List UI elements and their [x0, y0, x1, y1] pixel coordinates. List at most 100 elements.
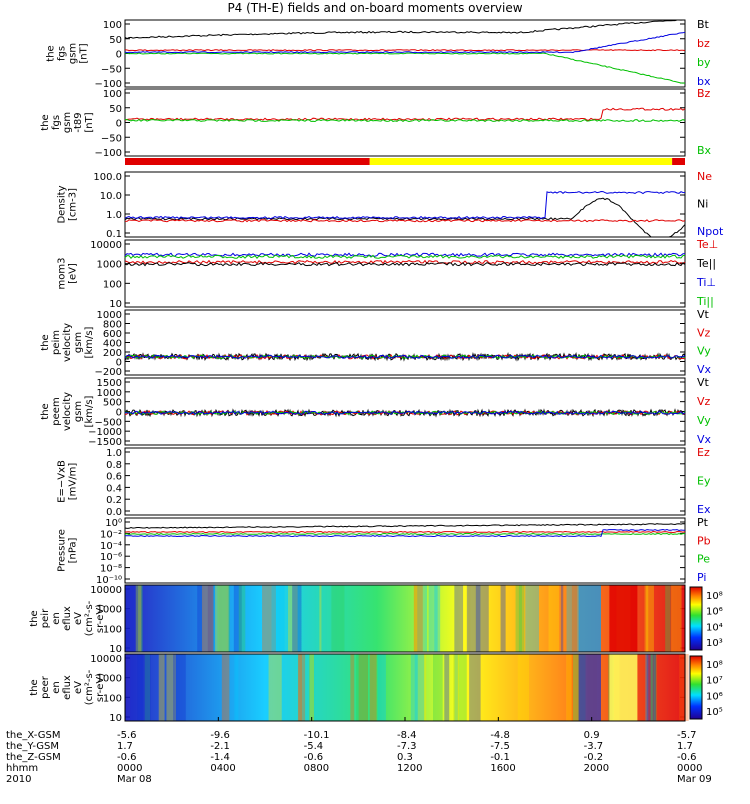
series-by [124, 52, 686, 84]
legend-te: Te|| [696, 257, 716, 270]
ytick-label: −50 [101, 64, 122, 75]
legend-vt: Vt [697, 308, 710, 321]
legend-pb: Pb [697, 534, 711, 547]
ytick-label: 0.4 [106, 483, 122, 494]
legend-ti: Ti|| [696, 295, 714, 308]
spectrogram-band [234, 654, 239, 721]
spectrogram-band [137, 654, 151, 721]
xtick-label: -0.6 [117, 752, 137, 763]
panel-frame [124, 88, 686, 157]
xtick-label: 0.9 [584, 730, 600, 741]
spectrogram-band [298, 654, 306, 721]
ytick-label: 10⁻⁸ [100, 564, 122, 575]
spectrogram-band [566, 654, 572, 721]
spectrogram-band [350, 654, 355, 721]
ylabel-line: fgs [57, 46, 68, 61]
panel-frame [124, 171, 686, 238]
ytick-label: −50 [101, 133, 122, 144]
ytick-label: 50 [109, 35, 122, 46]
xtick-label: -10.1 [304, 730, 330, 741]
legend-vy: Vy [697, 414, 711, 427]
panel-frame [124, 517, 686, 584]
ytick-label: 0.0 [106, 507, 122, 518]
ytick-label: 10⁻¹⁰ [96, 575, 122, 586]
panel-3: 100.0 10.0 1.0 0.1 Density [cm-3] Ne Ni Npot [57, 170, 724, 240]
xtick-label: 0000 [117, 763, 142, 774]
xtick-label: -4.8 [490, 730, 510, 741]
colorbar-tick-label: 10⁷ [706, 676, 723, 687]
ytick-label: 100 [103, 624, 122, 635]
series-vx [124, 354, 686, 359]
xtick-label: -0.6 [677, 752, 697, 763]
ylabel-line: [nT] [79, 43, 90, 63]
legend-ey: Ey [697, 475, 711, 488]
colorbar-tick-label: 10⁶ [706, 607, 723, 618]
spectrogram-band [475, 585, 489, 652]
spectrogram-band [679, 654, 689, 721]
ytick-label: 10 [109, 299, 122, 310]
ytick-label: 100 [103, 89, 122, 100]
ylabel-line: the [40, 114, 51, 130]
xtick-label: -2.1 [210, 741, 230, 752]
spectrogram-band [158, 654, 165, 721]
spectrogram-band [671, 585, 682, 652]
spectrogram-band [238, 585, 246, 652]
xtick-label: -9.6 [210, 730, 230, 741]
ylabel-line: Density [57, 185, 68, 223]
ytick-label: 800 [103, 320, 122, 331]
spectrogram-band [560, 585, 564, 652]
xtick-label: -0.6 [304, 752, 324, 763]
ytick-label: 10⁻⁴ [100, 541, 122, 552]
spectrogram-band [215, 585, 229, 652]
ylabel-line: -t89 [73, 112, 84, 132]
spectrogram-band [548, 585, 559, 652]
ylabel-line: eV [73, 681, 84, 694]
spectrogram-band [413, 585, 425, 652]
legend-bz: bz [697, 37, 710, 50]
ylabel-line: peir [40, 608, 51, 628]
ylabel-line: mom3 [57, 258, 68, 290]
spectrogram-band [517, 654, 529, 721]
ylabel-line: Pressure [57, 529, 68, 572]
spectrogram-band [271, 585, 285, 652]
spectrogram-band [414, 654, 418, 721]
ylabel-line: peim [51, 330, 62, 355]
spectrogram-band [144, 654, 151, 721]
ytick-label: 10000 [90, 240, 122, 251]
xtick-label: -5.4 [304, 741, 324, 752]
legend-ez: Ez [697, 446, 710, 459]
spectrogram-band [173, 654, 186, 721]
ytick-label: 0 [116, 408, 122, 419]
spectrogram-band [288, 585, 298, 652]
panel-9: 10000 1000 100 10 the peir en eflux eV (cm²-s-sr-… [29, 584, 723, 655]
xaxis-row-label: the_Y-GSM [6, 741, 59, 752]
xtick-label: 1.7 [677, 741, 693, 752]
ylabel-line: the [29, 610, 40, 626]
ylabel-line: the [29, 679, 40, 695]
spectrogram-band [221, 654, 230, 721]
ylabel-line: [km/s] [84, 395, 95, 427]
ylabel-line: (cm²-s- [84, 669, 95, 705]
spectrogram-band [515, 585, 522, 652]
ylabel-line: (cm²-s- [84, 600, 95, 636]
ylabel-line: [mV/m] [68, 463, 79, 501]
ytick-label: 1000 [97, 310, 122, 321]
ytick-label: 600 [103, 329, 122, 340]
legend-vy: Vy [697, 345, 711, 358]
ytick-label: 10.0 [100, 191, 122, 202]
legend-vt: Vt [697, 376, 710, 389]
ylabel-line: en [51, 612, 62, 625]
legend-pe: Pe [697, 553, 710, 566]
ytick-label: 200 [103, 348, 122, 359]
spectrogram-band [444, 654, 450, 721]
ytick-label: 10⁻⁶ [100, 552, 122, 563]
spectrogram-band [644, 585, 654, 652]
xaxis-row-label: 2010 [6, 774, 31, 785]
series-tepar [124, 261, 686, 267]
spectrogram-band [453, 654, 467, 721]
ytick-label: 0 [116, 119, 122, 130]
ylabel-line: velocity [62, 323, 73, 362]
xtick-label: 0400 [210, 763, 235, 774]
series-npot [124, 190, 686, 220]
